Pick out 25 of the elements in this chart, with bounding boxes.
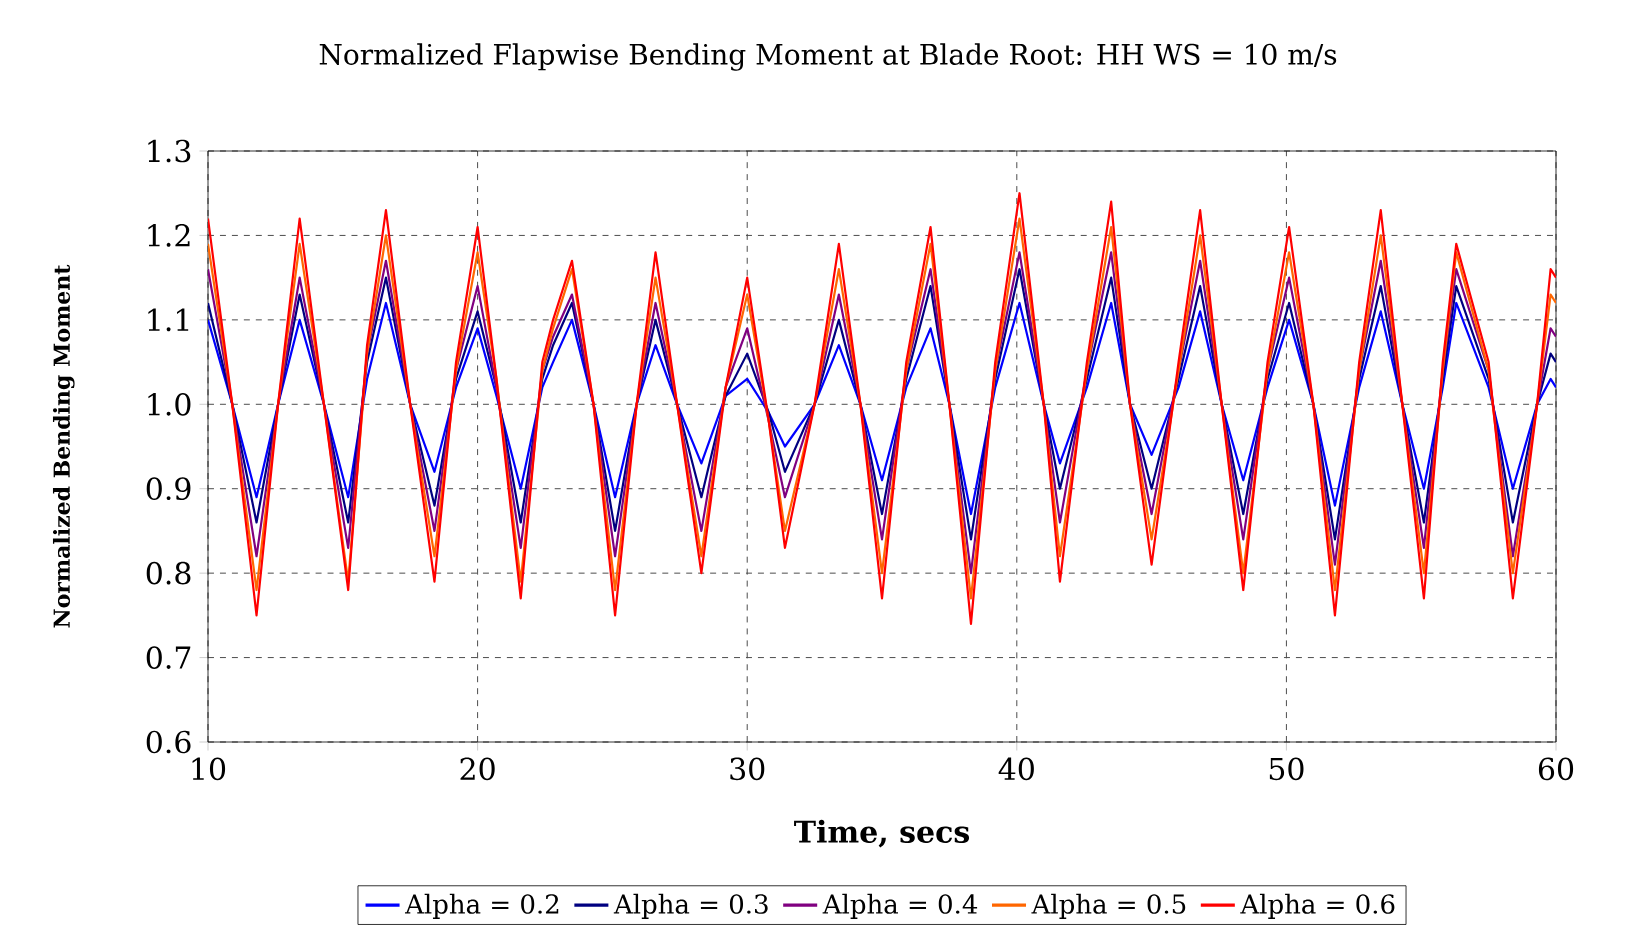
x-tick-label: 10 xyxy=(192,757,226,781)
legend-label: Alpha = 0.2 xyxy=(404,893,559,919)
x-tick-label: 60 xyxy=(1538,757,1574,781)
legend-label: Alpha = 0.4 xyxy=(822,893,978,919)
y-tick-label: 0.7 xyxy=(146,646,191,669)
x-tick-label: 50 xyxy=(1269,757,1304,781)
y-tick-label: 1.3 xyxy=(148,139,191,163)
y-axis-title: Normalized Bending Moment xyxy=(52,264,75,628)
y-tick-label: 0.6 xyxy=(146,730,191,754)
legend-label: Alpha = 0.3 xyxy=(613,893,768,919)
x-tick-label: 30 xyxy=(730,757,765,781)
legend-label: Alpha = 0.5 xyxy=(1031,893,1186,919)
chart-title: Normalized Flapwise Bending Moment at Blade Root: HH WS = 10 m/s xyxy=(319,43,1337,71)
y-tick-label: 1.2 xyxy=(148,224,190,247)
y-tick-label: 1.1 xyxy=(148,308,189,332)
line-series xyxy=(208,251,1557,575)
x-axis-title: Time, secs xyxy=(794,819,970,848)
line-series xyxy=(208,301,1557,516)
x-tick-label: 40 xyxy=(998,757,1034,781)
y-tick-label: 0.8 xyxy=(146,561,191,585)
legend-label: Alpha = 0.6 xyxy=(1240,893,1395,919)
x-tick-label: 20 xyxy=(460,757,495,781)
line-series xyxy=(208,268,1557,541)
y-tick-label: 1.0 xyxy=(148,392,191,416)
y-tick-label: 0.9 xyxy=(146,477,191,501)
